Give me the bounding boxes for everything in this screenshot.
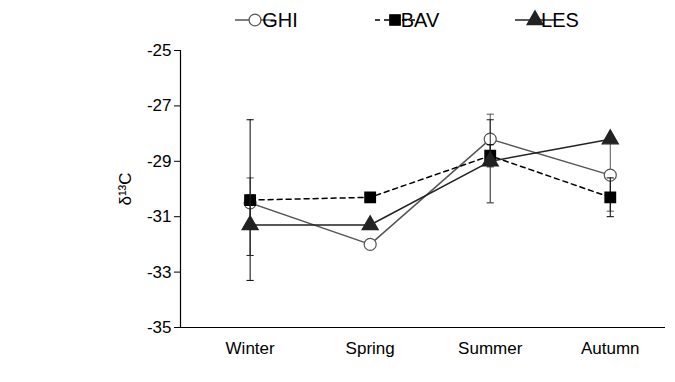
svg-text:Autumn: Autumn xyxy=(581,339,640,358)
svg-text:-35: -35 xyxy=(147,318,172,337)
svg-text:Winter: Winter xyxy=(226,339,275,358)
svg-text:δ¹³C: δ¹³C xyxy=(116,172,135,205)
svg-text:-33: -33 xyxy=(147,263,172,282)
svg-text:GHI: GHI xyxy=(262,9,298,31)
svg-text:LES: LES xyxy=(541,9,579,31)
svg-text:BAV: BAV xyxy=(401,9,440,31)
svg-text:Spring: Spring xyxy=(346,339,395,358)
svg-text:Summer: Summer xyxy=(458,339,523,358)
svg-text:-29: -29 xyxy=(147,152,172,171)
svg-text:-31: -31 xyxy=(147,207,172,226)
svg-text:-25: -25 xyxy=(147,41,172,60)
svg-text:-27: -27 xyxy=(147,96,172,115)
